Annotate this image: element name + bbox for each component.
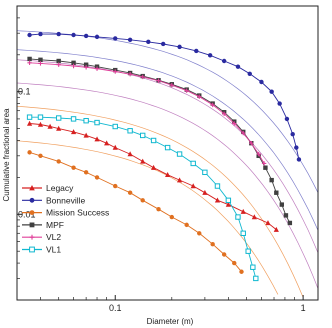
data-point — [294, 145, 298, 149]
data-point — [269, 178, 273, 182]
data-point — [215, 184, 219, 188]
data-point — [56, 32, 60, 36]
data-point — [263, 165, 267, 169]
x-axis-label: Diameter (m) — [147, 317, 194, 326]
data-point — [71, 117, 75, 121]
data-point — [288, 221, 292, 225]
y-axis-label: Cumulative fractional area — [2, 108, 11, 201]
data-point — [113, 184, 117, 188]
data-point — [226, 198, 230, 202]
data-point — [239, 270, 243, 274]
data-point — [259, 80, 263, 84]
data-point — [208, 53, 212, 57]
data-point — [177, 45, 181, 49]
legend-label: VL2 — [46, 232, 61, 242]
data-point — [277, 101, 281, 105]
data-point — [191, 161, 195, 165]
data-point — [84, 119, 88, 123]
data-point — [269, 89, 273, 93]
data-point — [290, 132, 294, 136]
data-point — [84, 170, 88, 174]
data-point — [161, 42, 165, 46]
data-point — [246, 249, 250, 253]
data-point — [128, 129, 132, 133]
y-tick-label: 0.1 — [18, 87, 31, 97]
x-tick-label: 0.1 — [109, 303, 122, 313]
legend-label: Legacy — [46, 183, 74, 193]
data-point — [236, 215, 240, 219]
data-point — [280, 202, 284, 206]
data-point — [197, 231, 201, 235]
data-point — [177, 152, 181, 156]
data-point — [165, 145, 169, 149]
legend-swatch-marker — [30, 210, 35, 215]
data-point — [251, 265, 255, 269]
data-point — [95, 175, 99, 179]
data-point — [297, 157, 301, 161]
data-point — [222, 252, 226, 256]
data-point — [56, 116, 60, 120]
data-point — [71, 33, 75, 37]
data-point — [222, 59, 226, 63]
data-point — [113, 36, 117, 40]
data-point — [56, 159, 60, 163]
data-point — [170, 215, 174, 219]
legend-label: VL1 — [46, 245, 61, 255]
data-point — [232, 261, 236, 265]
data-point — [38, 32, 42, 36]
data-point — [284, 213, 288, 217]
data-point — [236, 64, 240, 68]
data-point — [146, 40, 150, 44]
data-point — [140, 133, 144, 137]
legend-swatch-marker — [30, 223, 35, 228]
data-point — [285, 117, 289, 121]
data-point — [241, 231, 245, 235]
data-point — [95, 35, 99, 39]
data-point — [128, 191, 132, 195]
data-point — [140, 198, 144, 202]
legend-label: Mission Success — [46, 208, 109, 218]
data-point — [38, 115, 42, 119]
data-point — [27, 33, 31, 37]
x-tick-label: 1 — [301, 303, 306, 313]
data-point — [113, 124, 117, 128]
legend-swatch-marker — [30, 198, 35, 203]
data-point — [203, 170, 207, 174]
data-point — [27, 115, 31, 119]
data-point — [248, 72, 252, 76]
data-point — [254, 276, 258, 280]
data-point — [184, 223, 188, 227]
data-point — [274, 191, 278, 195]
data-point — [84, 34, 88, 38]
data-point — [71, 165, 75, 169]
data-point — [38, 154, 42, 158]
data-point — [128, 38, 132, 42]
legend-label: Bonneville — [46, 195, 85, 205]
data-point — [151, 138, 155, 142]
data-point — [95, 120, 99, 124]
data-point — [156, 207, 160, 211]
data-point — [27, 57, 31, 61]
data-point — [194, 49, 198, 53]
data-point — [210, 242, 214, 246]
legend-label: MPF — [46, 220, 64, 230]
data-point — [27, 150, 31, 154]
legend-swatch-marker — [30, 247, 35, 252]
